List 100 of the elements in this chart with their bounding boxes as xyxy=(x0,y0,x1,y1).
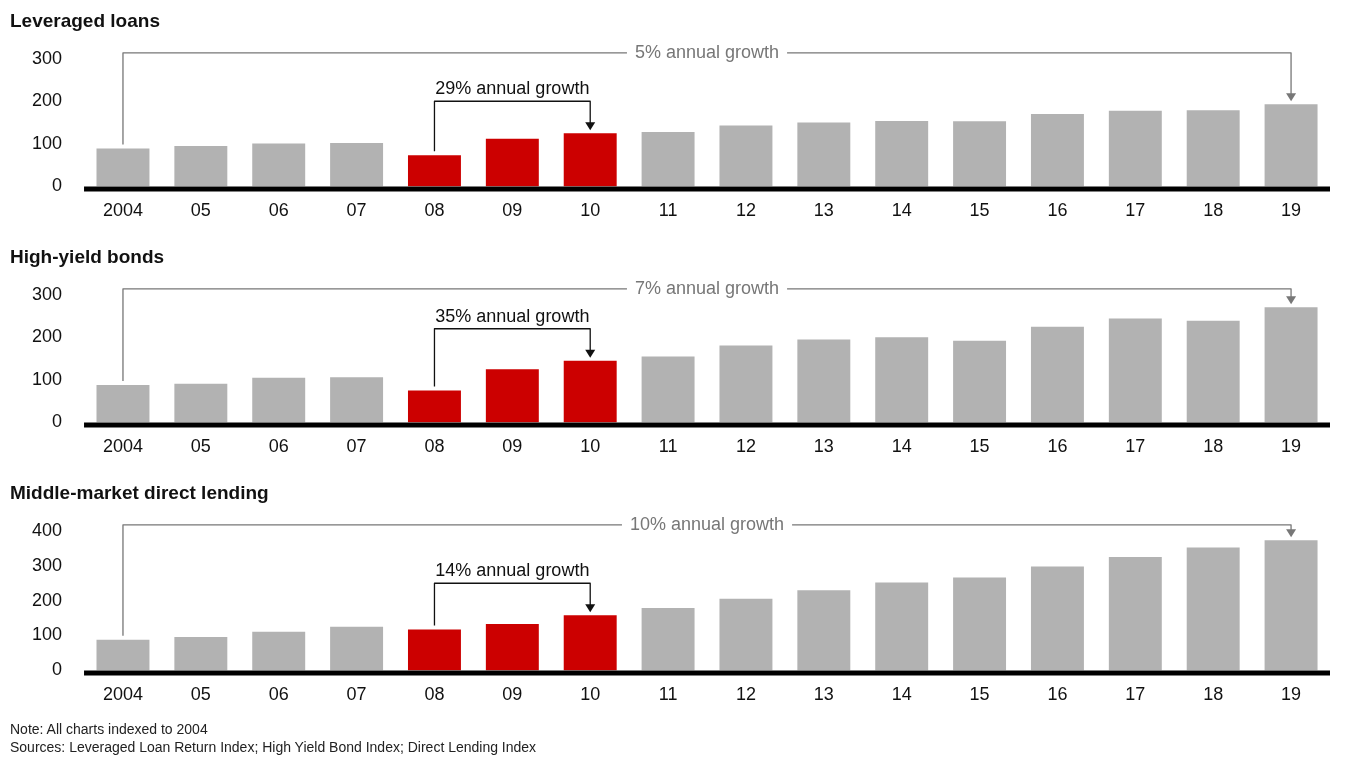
x-tick-label: 15 xyxy=(969,436,990,457)
x-tick-label: 15 xyxy=(969,200,990,221)
y-tick-label: 200 xyxy=(31,90,63,111)
bar xyxy=(330,143,384,187)
annotation: 5% annual growth xyxy=(634,41,780,62)
x-tick-label: 2004 xyxy=(102,200,143,221)
bar xyxy=(563,133,617,187)
bar xyxy=(641,356,695,423)
x-tick-label: 16 xyxy=(1047,200,1068,221)
bar xyxy=(330,626,384,671)
y-tick-label: 300 xyxy=(31,283,63,304)
text: Note: All charts indexed to 2004 xyxy=(10,720,209,738)
y-tick-label: 0 xyxy=(52,659,63,680)
x-tick-label: 18 xyxy=(1203,436,1224,457)
bar xyxy=(875,337,929,423)
annotation: 10% annual growth xyxy=(629,513,785,534)
bar xyxy=(407,629,461,671)
bar xyxy=(1030,326,1084,423)
bar xyxy=(1030,114,1084,187)
x-tick-label: 17 xyxy=(1125,684,1146,705)
x-tick-label: 14 xyxy=(891,436,912,457)
bar xyxy=(1186,110,1240,187)
x-tick-label: 10 xyxy=(580,436,601,457)
bar xyxy=(641,131,695,187)
x-tick-label: 18 xyxy=(1203,200,1224,221)
x-tick-label: 11 xyxy=(658,684,678,705)
x-tick-label: 13 xyxy=(813,200,834,221)
y-tick-label: 300 xyxy=(31,554,63,575)
x-tick-label: 10 xyxy=(580,684,601,705)
bar xyxy=(1108,110,1162,187)
x-tick-label: 13 xyxy=(813,436,834,457)
bar xyxy=(719,125,773,187)
bar xyxy=(96,148,150,187)
bar xyxy=(485,138,539,187)
x-tick-label: 09 xyxy=(502,684,523,705)
annotation: 35% annual growth xyxy=(435,305,590,326)
bar xyxy=(1264,540,1318,671)
x-tick-label: 09 xyxy=(502,200,523,221)
x-tick-label: 07 xyxy=(346,200,367,221)
y-tick-label: 300 xyxy=(31,47,63,68)
x-tick-label: 07 xyxy=(346,684,367,705)
bar xyxy=(252,631,306,671)
bar xyxy=(719,598,773,671)
y-tick-label: 200 xyxy=(31,589,63,610)
bar xyxy=(252,377,306,423)
bar xyxy=(953,577,1007,671)
x-tick-label: 16 xyxy=(1047,684,1068,705)
annotation: 14% annual growth xyxy=(435,560,590,581)
x-tick-label: 09 xyxy=(502,436,523,457)
x-tick-label: 14 xyxy=(891,200,912,221)
bar xyxy=(407,155,461,187)
x-tick-label: 07 xyxy=(346,436,367,457)
annotation: 7% annual growth xyxy=(634,277,780,298)
x-tick-label: 2004 xyxy=(102,436,143,457)
x-tick-label: 05 xyxy=(190,684,211,705)
x-tick-label: 17 xyxy=(1125,200,1146,221)
bar xyxy=(96,639,150,671)
bar xyxy=(797,339,851,423)
y-tick-label: 0 xyxy=(52,411,63,432)
bar xyxy=(1186,547,1240,671)
bar xyxy=(174,383,228,423)
x-tick-label: 11 xyxy=(658,200,678,221)
bar xyxy=(174,145,228,187)
bar xyxy=(953,121,1007,187)
x-tick-label: 06 xyxy=(268,436,289,457)
chart-title: Leveraged loans xyxy=(10,9,160,31)
x-tick-label: 05 xyxy=(190,436,211,457)
bar xyxy=(1264,307,1318,423)
y-tick-label: 200 xyxy=(31,326,63,347)
y-tick-label: 100 xyxy=(31,132,63,153)
x-tick-label: 15 xyxy=(969,684,990,705)
x-tick-label: 12 xyxy=(735,200,756,221)
bar xyxy=(641,607,695,671)
y-tick-label: 400 xyxy=(31,519,63,540)
x-tick-label: 17 xyxy=(1125,436,1146,457)
annotation: 29% annual growth xyxy=(435,78,590,99)
bar xyxy=(875,120,929,187)
x-tick-label: 18 xyxy=(1203,684,1224,705)
chart-title: Middle-market direct lending xyxy=(10,481,269,503)
bar xyxy=(485,623,539,671)
bar xyxy=(1108,556,1162,671)
x-tick-label: 19 xyxy=(1281,200,1302,221)
bar xyxy=(563,360,617,423)
chart-title: High-yield bonds xyxy=(10,245,165,267)
bar xyxy=(252,143,306,187)
x-tick-label: 08 xyxy=(424,684,445,705)
x-tick-label: 13 xyxy=(813,684,834,705)
y-tick-label: 100 xyxy=(31,624,63,645)
bar xyxy=(719,345,773,423)
x-tick-label: 11 xyxy=(658,436,678,457)
x-tick-label: 12 xyxy=(735,436,756,457)
bar xyxy=(1030,566,1084,671)
bar xyxy=(563,615,617,671)
bar xyxy=(797,122,851,187)
source-note: Sources: Leveraged Loan Return Index; High Yield Bond Index; Direct Lending Index xyxy=(10,738,538,756)
y-tick-label: 100 xyxy=(31,368,63,389)
bar xyxy=(174,636,228,671)
x-tick-label: 2004 xyxy=(102,684,143,705)
y-tick-label: 0 xyxy=(52,175,63,196)
x-tick-label: 12 xyxy=(735,684,756,705)
